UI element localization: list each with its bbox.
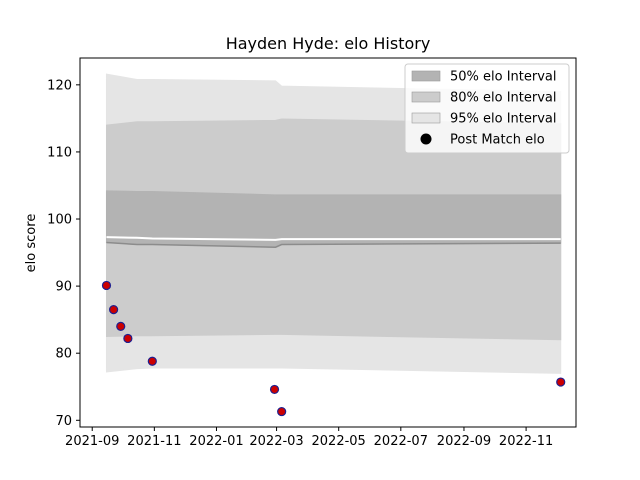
post-match-point-4	[123, 333, 133, 344]
y-tick-label-0: 70	[55, 414, 72, 429]
legend-swatch-0	[411, 70, 441, 82]
legend-swatch-1	[411, 91, 441, 103]
chart-title: Hayden Hyde: elo History	[226, 34, 431, 53]
legend-label-3: Post Match elo	[450, 133, 545, 148]
y-tick-label-1: 80	[55, 347, 72, 362]
post-match-point-8	[556, 377, 566, 387]
y-axis-ticks: 70 80 90 100 110 120	[47, 78, 80, 429]
y-tick-label-2: 90	[55, 280, 72, 295]
legend-swatch-2	[411, 112, 441, 124]
x-tick-label-2: 2022-01	[189, 434, 243, 449]
x-tick-label-1: 2021-11	[127, 434, 181, 449]
post-match-points	[101, 280, 566, 417]
center-lines	[106, 236, 561, 248]
band-50-lower-line	[106, 241, 561, 248]
post-match-point-6	[269, 384, 280, 395]
x-tick-label-7: 2022-11	[499, 434, 553, 449]
y-tick-label-5: 120	[47, 78, 72, 93]
legend-box	[404, 63, 570, 154]
legend-label-1: 80% elo Interval	[450, 91, 557, 106]
y-tick-label-3: 100	[47, 213, 72, 228]
x-tick-label-3: 2022-03	[249, 434, 303, 449]
y-tick-label-4: 110	[47, 145, 72, 160]
post-match-point-3	[116, 321, 126, 331]
legend-label-0: 50% elo Interval	[450, 70, 557, 85]
x-tick-label-0: 2021-09	[65, 434, 119, 449]
x-tick-label-4: 2022-05	[312, 434, 366, 449]
legend-label-2: 95% elo Interval	[450, 112, 557, 127]
plot-frame	[79, 57, 577, 428]
post-match-point-7	[277, 406, 287, 417]
x-tick-label-5: 2022-07	[374, 434, 428, 449]
legend: 50% elo Interval 80% elo Interval 95% elo …	[404, 63, 570, 154]
x-tick-label-6: 2022-09	[437, 434, 491, 449]
x-axis-ticks: 2021-09 2021-11 2022-01 2022-03 2022-05 2022-…	[65, 427, 553, 449]
legend-marker-3	[420, 133, 432, 145]
post-match-point-2	[109, 304, 119, 315]
y-axis-label: elo score	[24, 214, 39, 273]
post-match-point-1	[101, 280, 112, 291]
post-match-point-5	[147, 356, 157, 366]
mean-elo-line	[106, 236, 561, 241]
